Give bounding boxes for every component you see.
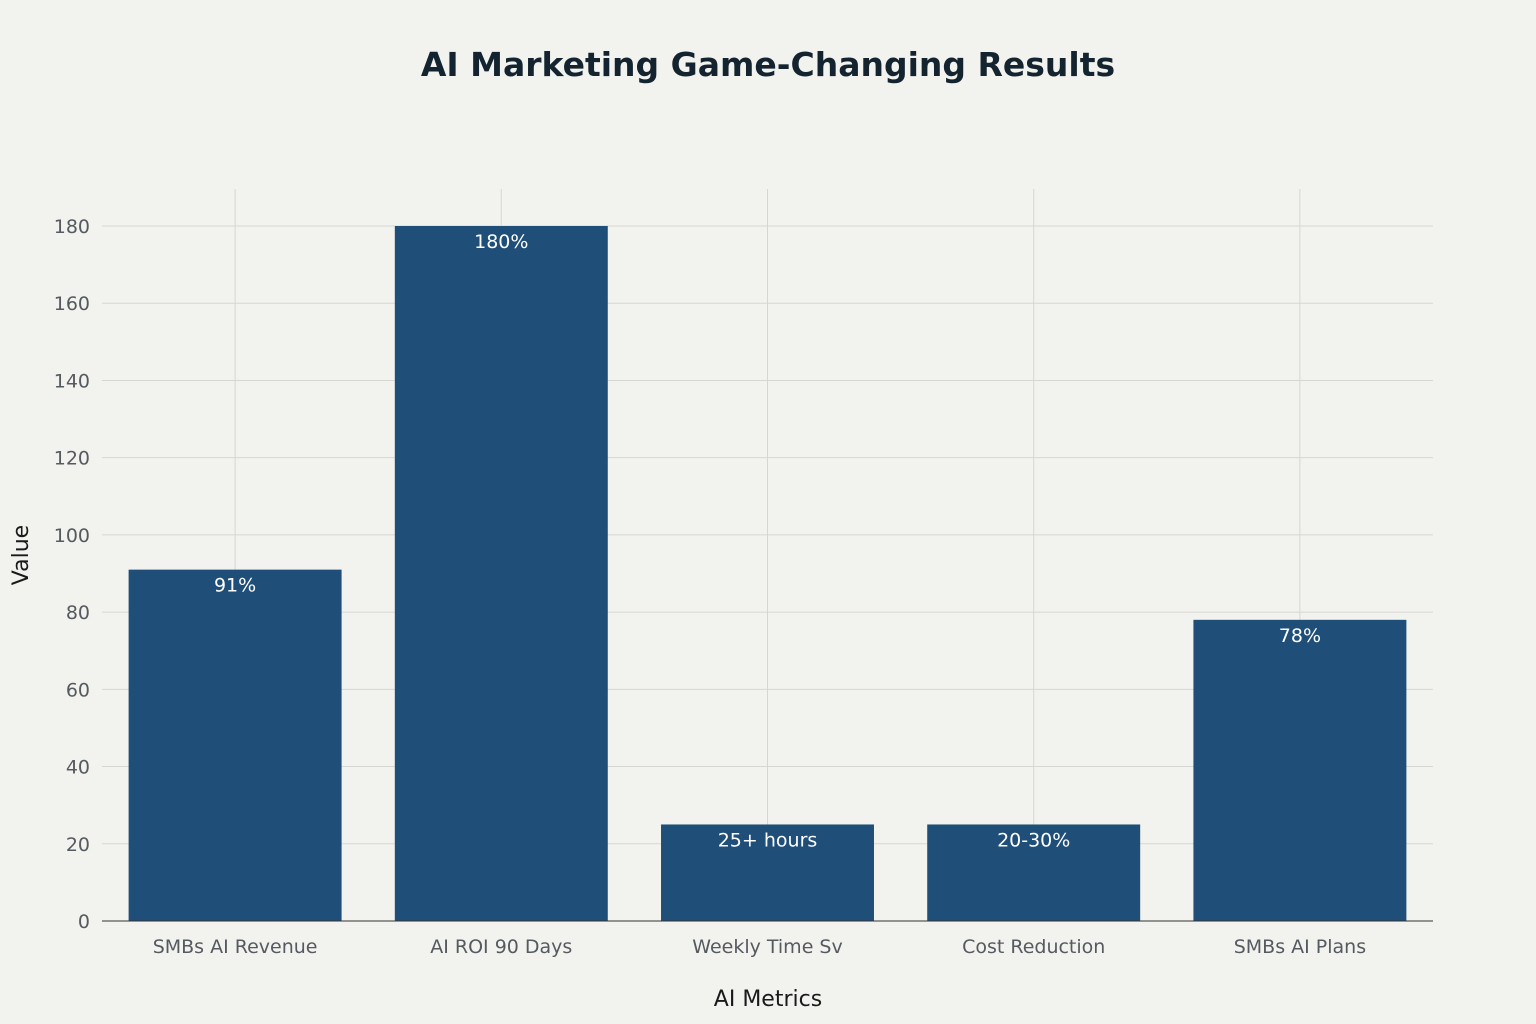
bar-data-label: 25+ hours [718,829,818,851]
bar-data-label: 180% [474,231,528,253]
x-tick-label: Weekly Time Sv [692,936,842,958]
x-tick-label: Cost Reduction [962,936,1105,958]
bar-data-label: 78% [1279,625,1321,647]
chart-title: AI Marketing Game-Changing Results [421,45,1115,84]
bar-data-label: 91% [214,575,256,597]
x-tick-label: AI ROI 90 Days [430,936,572,958]
y-tick-label: 40 [66,757,90,779]
bars [128,226,1407,921]
y-axis-ticks: 0 20 40 60 80 100 120 140 160 180 [54,216,90,933]
data-labels: 91% 180% 25+ hours 20-30% 78% [214,231,1321,851]
y-tick-label: 140 [54,370,90,392]
bar [128,569,342,921]
bar [927,824,1141,921]
y-tick-label: 60 [66,679,90,701]
y-tick-label: 160 [54,293,90,315]
y-tick-label: 0 [78,911,90,933]
y-axis-title: Value [9,525,34,585]
x-axis-ticks: SMBs AI Revenue AI ROI 90 Days Weekly Time… [153,936,1366,958]
bar [1193,619,1407,921]
y-tick-label: 120 [54,448,90,470]
bar-data-label: 20-30% [997,829,1070,851]
y-tick-label: 180 [54,216,90,238]
y-tick-label: 20 [66,834,90,856]
x-axis-title: AI Metrics [714,987,822,1012]
y-tick-label: 100 [54,525,90,547]
x-tick-label: SMBs AI Revenue [153,936,318,958]
x-tick-label: SMBs AI Plans [1234,936,1366,958]
y-tick-label: 80 [66,602,90,624]
bar [394,226,608,921]
bar [661,824,874,921]
